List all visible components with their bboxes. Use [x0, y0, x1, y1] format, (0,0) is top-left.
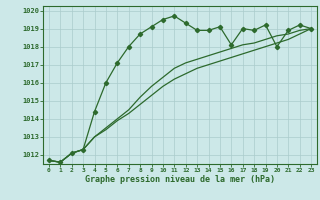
- X-axis label: Graphe pression niveau de la mer (hPa): Graphe pression niveau de la mer (hPa): [85, 175, 275, 184]
